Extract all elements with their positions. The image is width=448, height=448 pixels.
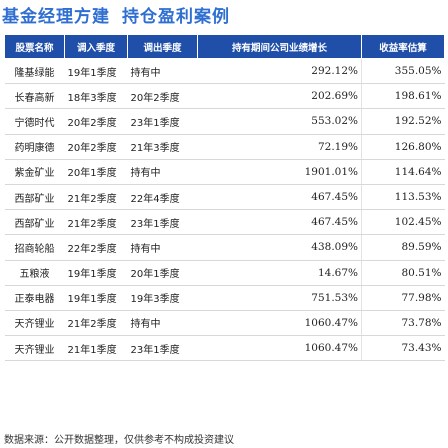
table-row: 紫金矿业 20年1季度 持有中 1901.01% 114.64% — [4, 159, 445, 185]
table-row: 天齐锂业 21年2季度 持有中 1060.47% 73.78% — [4, 310, 445, 337]
header-out-quarter: 调出季度 — [127, 34, 198, 59]
cell-out-quarter: 22年4季度 — [127, 184, 198, 211]
cell-stock-name: 天齐锂业 — [4, 335, 65, 362]
cell-in-quarter: 22年2季度 — [64, 234, 128, 261]
table-row: 药明康德 20年2季度 21年3季度 72.19% 126.80% — [4, 134, 445, 160]
cell-out-quarter: 23年1季度 — [127, 335, 198, 362]
cell-out-quarter: 23年1季度 — [127, 209, 198, 236]
cell-in-quarter: 20年2季度 — [64, 134, 128, 160]
cell-stock-name: 西部矿业 — [4, 184, 65, 211]
cell-in-quarter: 21年2季度 — [64, 209, 128, 236]
cell-out-quarter: 23年1季度 — [127, 108, 198, 135]
data-source-note: 数据来源：公开数据整理，仅供参考不构成投资建议 — [4, 435, 234, 446]
cell-stock-name: 五粮液 — [4, 260, 65, 286]
cell-return: 73.43% — [361, 335, 445, 362]
cell-growth: 292.12% — [197, 58, 362, 85]
cell-out-quarter: 持有中 — [127, 234, 198, 261]
cell-stock-name: 紫金矿业 — [4, 159, 65, 185]
cell-return: 89.59% — [361, 234, 445, 261]
cell-in-quarter: 18年3季度 — [64, 83, 128, 110]
cell-return: 198.61% — [361, 83, 445, 110]
table-row: 正泰电器 19年1季度 19年3季度 751.53% 77.98% — [4, 285, 445, 311]
cell-growth: 202.69% — [197, 83, 362, 110]
holdings-table: 股票名称 调入季度 调出季度 持有期间公司业绩增长 收益率估算 隆基绿能 19年… — [4, 34, 445, 362]
cell-stock-name: 天齐锂业 — [4, 310, 65, 337]
cell-growth: 751.53% — [197, 285, 362, 311]
table-row: 西部矿业 21年2季度 23年1季度 467.45% 102.45% — [4, 209, 445, 236]
table-row: 天齐锂业 21年1季度 23年1季度 1060.47% 73.43% — [4, 335, 445, 362]
cell-stock-name: 药明康德 — [4, 134, 65, 160]
title-part-1: 基金经理方建 — [2, 7, 110, 27]
cell-growth: 438.09% — [197, 234, 362, 261]
cell-return: 77.98% — [361, 285, 445, 311]
table-row: 五粮液 19年1季度 20年1季度 14.67% 80.51% — [4, 260, 445, 286]
cell-return: 113.53% — [361, 184, 445, 211]
cell-stock-name: 西部矿业 — [4, 209, 65, 236]
cell-out-quarter: 21年3季度 — [127, 134, 198, 160]
cell-growth: 1060.47% — [197, 335, 362, 362]
cell-stock-name: 宁德时代 — [4, 108, 65, 135]
cell-growth: 553.02% — [197, 108, 362, 135]
table-row: 西部矿业 21年2季度 22年4季度 467.45% 113.53% — [4, 184, 445, 211]
cell-in-quarter: 20年1季度 — [64, 159, 128, 185]
cell-in-quarter: 21年1季度 — [64, 335, 128, 362]
cell-out-quarter: 19年3季度 — [127, 285, 198, 311]
header-return: 收益率估算 — [361, 34, 445, 59]
cell-out-quarter: 20年2季度 — [127, 83, 198, 110]
cell-return: 192.52% — [361, 108, 445, 135]
page-title: 基金经理方建 持仓盈利案例 — [2, 2, 230, 28]
header-stock-name: 股票名称 — [4, 34, 65, 59]
table-row: 长春高新 18年3季度 20年2季度 202.69% 198.61% — [4, 83, 445, 110]
cell-stock-name: 正泰电器 — [4, 285, 65, 311]
cell-growth: 1060.47% — [197, 310, 362, 337]
cell-return: 102.45% — [361, 209, 445, 236]
table-row: 隆基绿能 19年1季度 持有中 292.12% 355.05% — [4, 58, 445, 85]
cell-growth: 14.67% — [197, 260, 362, 286]
table-header-row: 股票名称 调入季度 调出季度 持有期间公司业绩增长 收益率估算 — [4, 34, 445, 59]
cell-growth: 467.45% — [197, 209, 362, 236]
cell-stock-name: 隆基绿能 — [4, 58, 65, 85]
header-in-quarter: 调入季度 — [64, 34, 128, 59]
cell-out-quarter: 持有中 — [127, 58, 198, 85]
cell-in-quarter: 19年1季度 — [64, 260, 128, 286]
cell-out-quarter: 20年1季度 — [127, 260, 198, 286]
title-part-2: 持仓盈利案例 — [122, 7, 230, 27]
header-growth: 持有期间公司业绩增长 — [197, 34, 362, 59]
cell-out-quarter: 持有中 — [127, 159, 198, 185]
cell-return: 80.51% — [361, 260, 445, 286]
cell-return: 126.80% — [361, 134, 445, 160]
cell-return: 355.05% — [361, 58, 445, 85]
cell-return: 114.64% — [361, 159, 445, 185]
cell-stock-name: 长春高新 — [4, 83, 65, 110]
cell-in-quarter: 19年1季度 — [64, 285, 128, 311]
cell-growth: 72.19% — [197, 134, 362, 160]
cell-growth: 467.45% — [197, 184, 362, 211]
cell-in-quarter: 20年2季度 — [64, 108, 128, 135]
cell-out-quarter: 持有中 — [127, 310, 198, 337]
cell-return: 73.78% — [361, 310, 445, 337]
cell-in-quarter: 19年1季度 — [64, 58, 128, 85]
cell-in-quarter: 21年2季度 — [64, 184, 128, 211]
table-row: 招商轮船 22年2季度 持有中 438.09% 89.59% — [4, 234, 445, 261]
table-row: 宁德时代 20年2季度 23年1季度 553.02% 192.52% — [4, 108, 445, 135]
cell-growth: 1901.01% — [197, 159, 362, 185]
cell-stock-name: 招商轮船 — [4, 234, 65, 261]
cell-in-quarter: 21年2季度 — [64, 310, 128, 337]
